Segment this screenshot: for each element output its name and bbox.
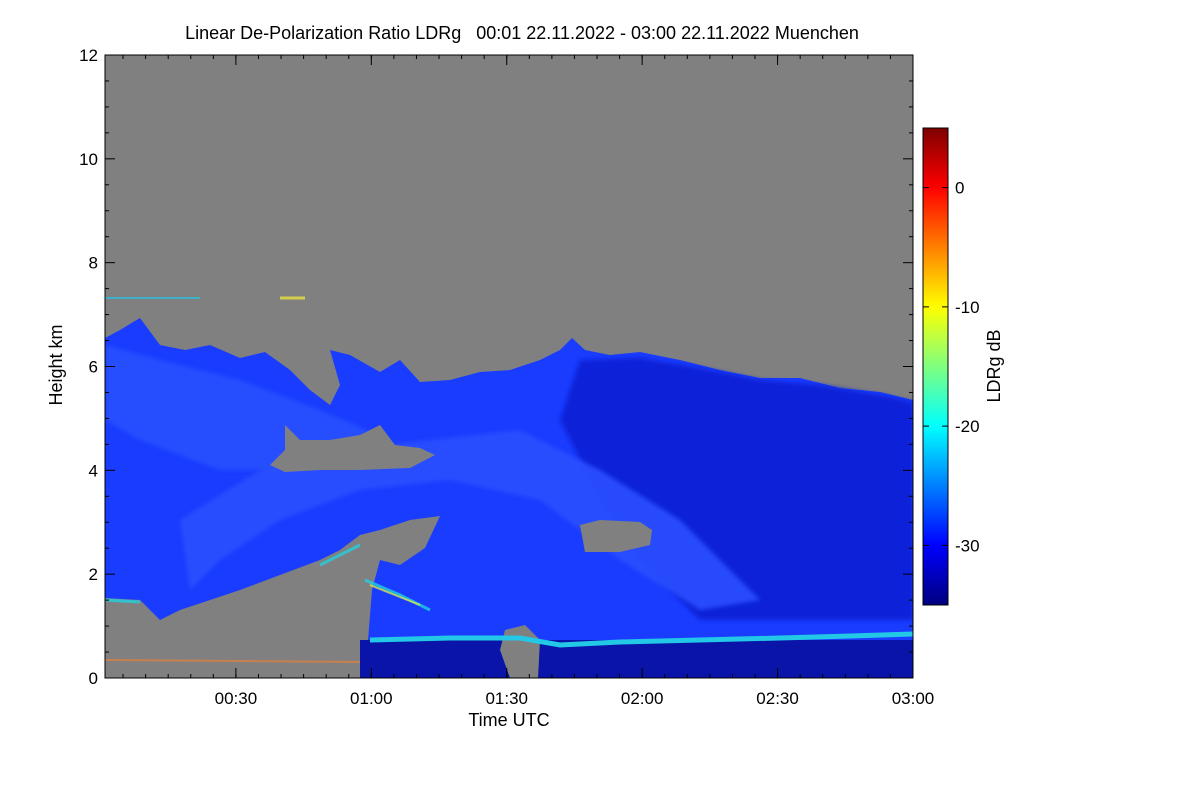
colorbar-strip xyxy=(922,127,949,606)
y-tick-label: 10 xyxy=(79,150,98,169)
surface-cyan-layer xyxy=(369,631,913,648)
gap-lower-left xyxy=(105,516,440,678)
y-axis-title: Height km xyxy=(46,324,66,405)
colorbar-tick-label: -10 xyxy=(955,298,980,317)
gap-mid xyxy=(270,425,435,472)
edge-noise-yellow xyxy=(369,584,421,606)
x-tick-label: 02:30 xyxy=(756,689,799,708)
colorbar-tick-label: 0 xyxy=(955,179,964,198)
y-tick-label: 8 xyxy=(89,254,98,273)
colorbar-tick-label: -30 xyxy=(955,536,980,555)
gap-right xyxy=(580,520,652,552)
colorbar-ticks: 0 -10 -20 -30 xyxy=(923,179,980,555)
x-axis: 00:30 01:00 01:30 02:00 02:30 03:00 xyxy=(122,55,935,708)
y-tick-label: 12 xyxy=(79,46,98,65)
x-tick-label: 02:00 xyxy=(621,689,664,708)
x-axis-title: Time UTC xyxy=(468,710,549,730)
colorbar-label: LDRg dB xyxy=(984,329,1004,402)
colorbar-tick-label: -20 xyxy=(955,417,980,436)
fall-streak-band xyxy=(180,430,760,610)
chart-title: Linear De-Polarization Ratio LDRg 00:01 … xyxy=(185,23,859,43)
y-tick-label: 0 xyxy=(89,669,98,688)
lowest-dark-layer xyxy=(360,640,913,678)
surface-orange-line xyxy=(105,659,361,663)
y-axis: 0 2 4 6 8 10 12 xyxy=(79,46,913,688)
y-tick-label: 6 xyxy=(89,358,98,377)
y-tick-label: 4 xyxy=(89,461,98,480)
x-tick-label: 01:30 xyxy=(485,689,528,708)
x-tick-label: 03:00 xyxy=(892,689,935,708)
y-tick-label: 2 xyxy=(89,565,98,584)
x-tick-label: 01:00 xyxy=(350,689,393,708)
colorbar: 0 -10 -20 -30 LDRg dB xyxy=(922,127,1004,606)
upper-plume xyxy=(105,345,390,470)
x-tick-label: 00:30 xyxy=(215,689,258,708)
plot-area xyxy=(105,55,913,678)
